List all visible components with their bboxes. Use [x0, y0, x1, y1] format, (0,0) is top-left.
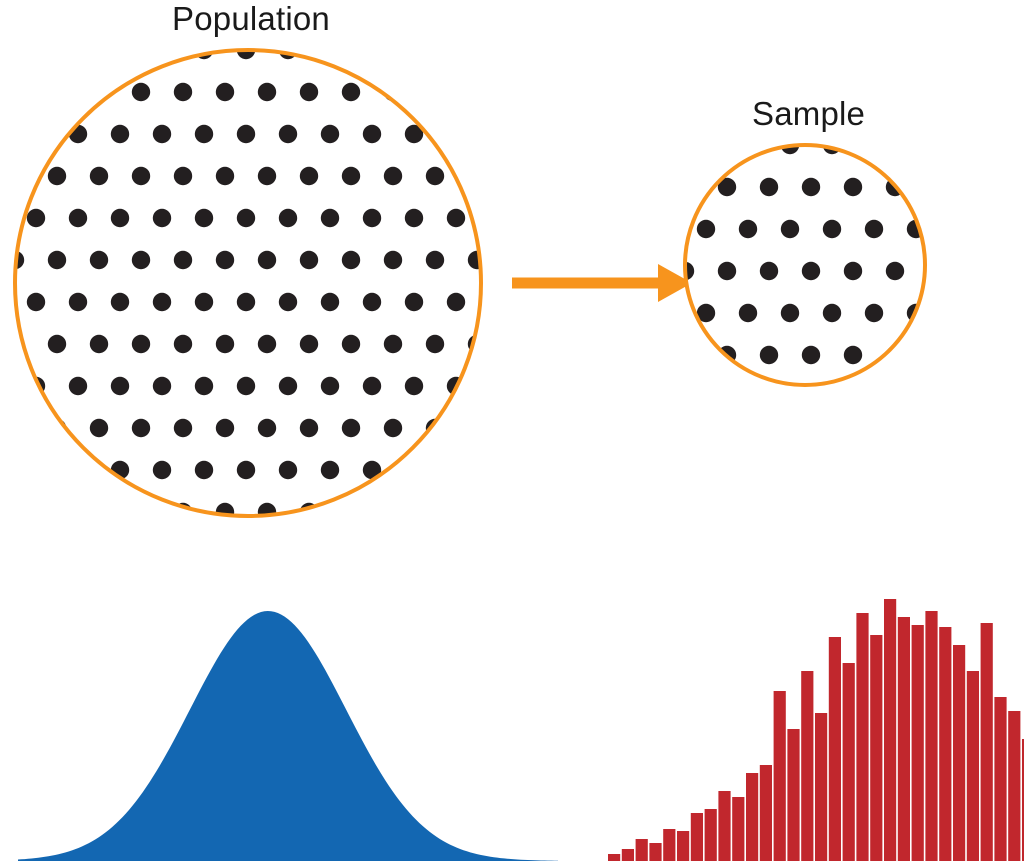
population-circle	[9, 44, 487, 522]
diagram-stage: Population Sample	[0, 0, 1024, 861]
sample-histogram	[608, 595, 1024, 861]
population-distribution-curve	[18, 601, 558, 861]
sample-circle	[679, 139, 931, 391]
sample-label: Sample	[752, 95, 865, 133]
population-label: Population	[172, 0, 330, 38]
